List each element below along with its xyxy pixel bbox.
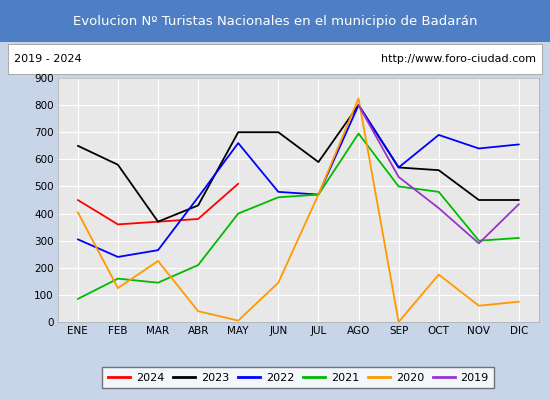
Legend: 2024, 2023, 2022, 2021, 2020, 2019: 2024, 2023, 2022, 2021, 2020, 2019 [102, 367, 494, 388]
Text: 2019 - 2024: 2019 - 2024 [14, 54, 81, 64]
Text: Evolucion Nº Turistas Nacionales en el municipio de Badarán: Evolucion Nº Turistas Nacionales en el m… [73, 14, 477, 28]
Text: http://www.foro-ciudad.com: http://www.foro-ciudad.com [381, 54, 536, 64]
